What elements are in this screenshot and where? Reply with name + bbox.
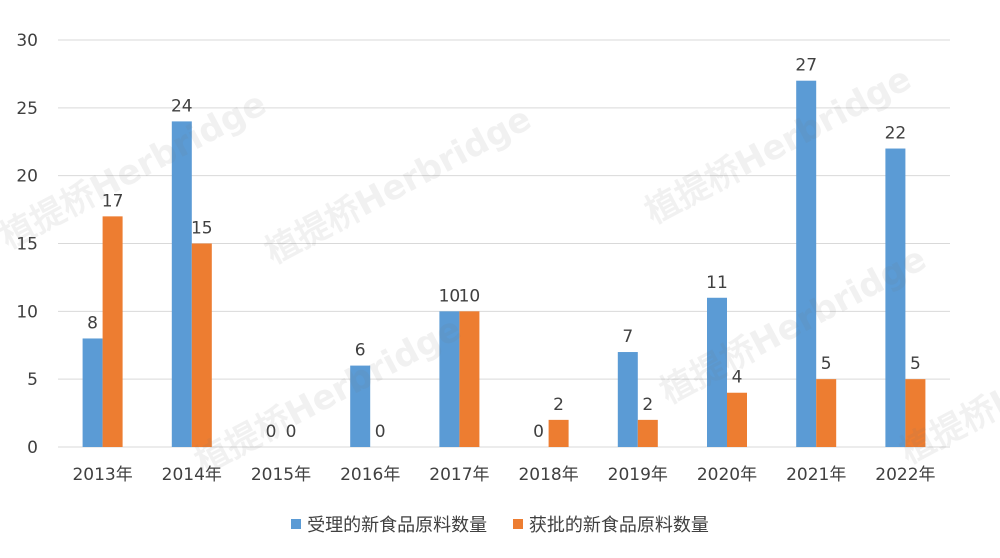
data-label: 10 [439,286,461,306]
data-label: 15 [191,219,213,239]
legend-label-approved: 获批的新食品原料数量 [528,515,709,536]
legend: 受理的新食品原料数量 获批的新食品原料数量 [0,511,1000,537]
y-tick-label: 0 [27,438,38,458]
x-tick-label: 2021年 [786,465,846,485]
data-label: 11 [706,273,728,293]
data-label: 22 [885,124,907,144]
y-tick-label: 15 [16,235,38,255]
data-label: 4 [732,368,743,388]
data-label: 8 [87,313,98,333]
x-tick-label: 2017年 [429,465,489,485]
bar-approved [191,243,212,447]
bar-accepted [796,80,817,447]
x-tick-label: 2018年 [518,465,578,485]
bar-accepted [171,121,192,448]
bar-approved [727,392,747,447]
legend-swatch-approved [512,519,523,529]
bar-accepted [885,148,906,448]
data-label: 7 [622,327,633,347]
data-label: 2 [553,395,564,415]
data-label: 0 [286,422,297,442]
bar-accepted [707,297,727,447]
bar-approved [459,311,480,447]
bar-accepted [82,338,103,447]
x-tick-label: 2016年 [340,465,400,485]
data-label: 0 [375,422,386,442]
data-label: 5 [821,354,832,374]
data-label: 6 [355,341,366,361]
x-tick-label: 2022年 [875,465,935,485]
bar-accepted [617,352,638,447]
legend-item-accepted: 受理的新食品原料数量 [291,511,487,537]
bar-approved [102,216,123,447]
data-label: 0 [266,422,277,442]
data-label: 5 [910,354,921,374]
y-tick-label: 5 [27,370,38,390]
y-tick-label: 30 [16,31,38,51]
x-tick-label: 2014年 [162,465,222,485]
bar-approved [905,379,926,447]
bar-accepted [439,311,460,447]
data-label: 27 [795,56,817,76]
data-label: 2 [642,395,653,415]
x-tick-label: 2019年 [608,465,668,485]
y-tick-label: 20 [16,167,38,187]
y-tick-label: 10 [16,302,38,322]
bar-approved [548,419,569,447]
x-tick-label: 2015年 [251,465,311,485]
legend-swatch-accepted [291,519,302,529]
data-label: 24 [171,96,193,116]
bar-approved [816,379,837,447]
bar-accepted [350,365,371,447]
data-label: 17 [102,191,124,211]
legend-item-approved: 获批的新食品原料数量 [512,511,709,537]
y-tick-label: 25 [16,99,38,119]
data-label: 10 [459,286,481,306]
x-tick-label: 2020年 [697,465,757,485]
bar-approved [637,419,658,447]
x-tick-label: 2013年 [72,465,132,485]
legend-label-accepted: 受理的新食品原料数量 [307,515,488,536]
data-label: 0 [533,422,544,442]
